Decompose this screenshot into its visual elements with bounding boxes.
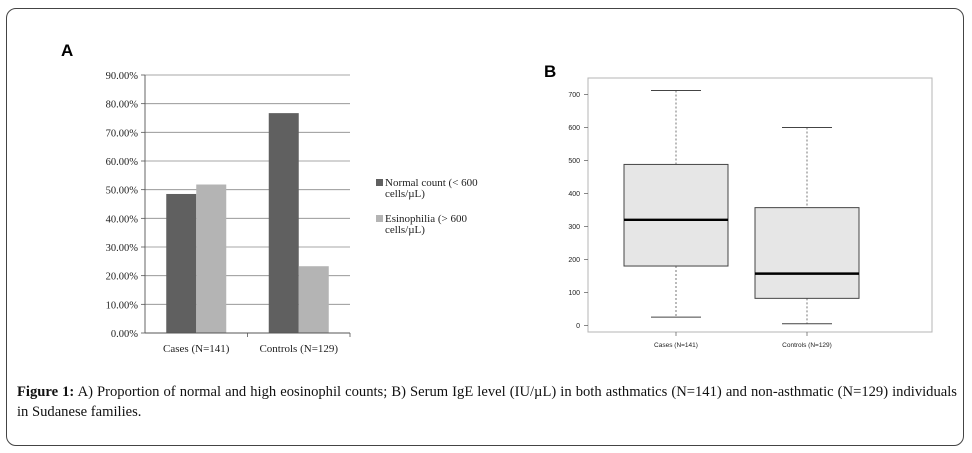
a-tick-label: 0.00% [111,329,138,340]
a-category-label: Cases (N=141) [163,343,230,355]
b-tick-label: 300 [568,224,580,231]
a-tick-label: 20.00% [106,272,139,283]
b-tick-label: 400 [568,191,580,198]
figure-caption: Figure 1: A) Proportion of normal and hi… [17,382,957,422]
b-box [754,207,860,299]
b-tick-label: 200 [568,257,580,264]
a-bar [196,184,227,333]
a-bar [268,113,299,333]
a-bar [166,193,197,333]
a-category-label: Controls (N=129) [259,343,338,355]
b-tick-label: 0 [576,323,580,330]
a-tick-label: 10.00% [106,300,139,311]
a-tick-label: 90.00% [106,71,139,82]
panel-b-label: B [544,62,556,81]
a-legend-label: Normal count (< 600 cells/µL) [385,177,478,200]
panel-a-label: A [61,41,73,60]
b-tick-label: 500 [568,158,580,165]
b-box [623,163,729,267]
a-tick-label: 50.00% [106,186,139,197]
a-legend-swatch [376,215,383,222]
caption-text: A) Proportion of normal and high eosinop… [17,384,957,420]
a-tick-label: 70.00% [106,128,139,139]
b-tick-label: 600 [568,125,580,132]
a-legend-swatch [376,179,383,186]
a-tick-label: 30.00% [106,243,139,254]
a-tick-label: 40.00% [106,214,139,225]
a-legend-label: Esinophilia (> 600 cells/µL) [385,213,467,236]
b-tick-label: 100 [568,290,580,297]
caption-prefix: Figure 1: [17,384,75,400]
panel-b-chart: B 0 100 200 300 400 500 600 700 Cases (N=141) Co… [544,62,933,349]
a-tick-label: 80.00% [106,100,139,111]
b-category-label: Controls (N=129) [782,342,832,349]
a-legend-line: cells/µL) [385,224,425,236]
panel-a-chart: A 0.00% 10.00% 20.00% 30.00% 40.00% 50.00% 60.… [61,41,478,355]
b-tick-label: 700 [568,92,580,99]
panel-b-plot-border [587,77,933,333]
b-category-label: Cases (N=141) [654,342,698,349]
a-legend-line: Normal count (< 600 [385,177,478,189]
a-legend-line: cells/µL) [385,188,425,200]
a-legend-line: Esinophilia (> 600 [385,213,467,225]
a-bar [298,266,329,333]
a-tick-label: 60.00% [106,157,139,168]
